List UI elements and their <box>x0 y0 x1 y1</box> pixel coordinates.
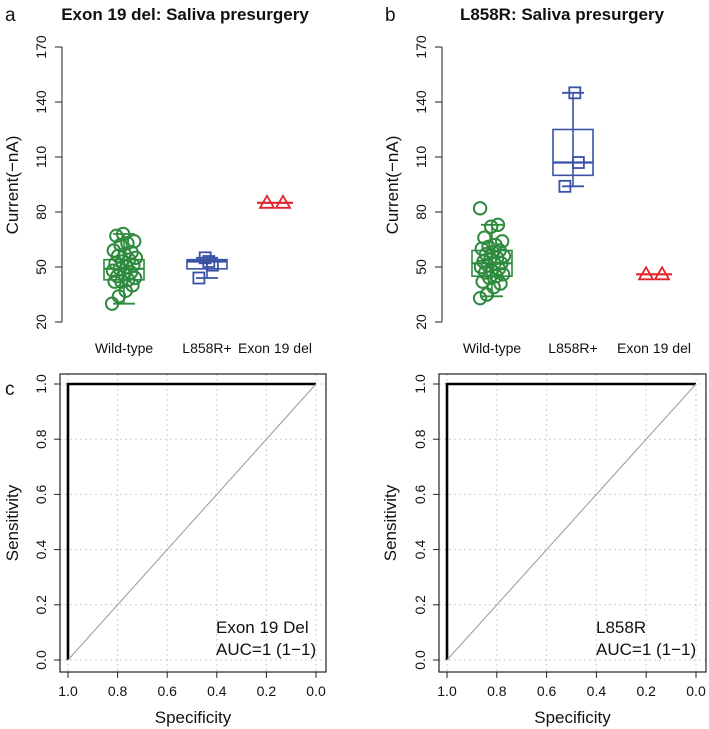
x-tick-label: 0.4 <box>587 683 607 699</box>
y-tick-label: 0.6 <box>412 484 428 504</box>
reference-diagonal <box>67 383 317 661</box>
x-category-label: L858R+ <box>182 340 231 356</box>
x-category-label: Wild-type <box>463 340 522 356</box>
x-axis-label: Specificity <box>155 708 232 727</box>
data-point <box>495 234 510 249</box>
panel-letter: c <box>5 379 15 400</box>
data-point <box>198 251 212 265</box>
x-tick-label: 0.2 <box>636 683 656 699</box>
data-point <box>568 86 582 100</box>
data-point <box>637 265 655 281</box>
y-tick-label: 0.0 <box>33 650 49 670</box>
data-point <box>202 255 216 268</box>
panel-letter: b <box>385 5 396 26</box>
x-tick-label: 0.4 <box>207 683 227 699</box>
y-tick-label: 50 <box>413 259 429 275</box>
y-tick-label: 20 <box>413 314 429 330</box>
data-point <box>481 239 496 255</box>
annotation-auc: AUC=1 (1−1) <box>216 640 316 659</box>
data-point <box>477 230 492 245</box>
y-tick-label: 0.6 <box>33 484 49 504</box>
x-category-label: Exon 19 del <box>617 340 691 356</box>
data-point <box>483 219 499 234</box>
data-point <box>475 274 490 289</box>
y-tick-label: 1.0 <box>412 374 428 394</box>
y-axis-label: Current(−nA) <box>3 136 22 235</box>
y-tick-label: 0.2 <box>412 595 428 615</box>
x-tick-label: 0.0 <box>686 683 706 699</box>
y-tick-label: 1.0 <box>33 374 49 394</box>
plot-frame <box>59 373 327 673</box>
y-tick-label: 80 <box>413 204 429 220</box>
y-tick-label: 0.8 <box>412 429 428 449</box>
data-point <box>488 237 503 253</box>
x-axis-label: Specificity <box>534 708 611 727</box>
y-tick-label: 0.2 <box>33 595 49 615</box>
data-point <box>109 228 124 244</box>
chart-title: Exon 19 del: Saliva presurgery <box>61 5 309 24</box>
data-point <box>274 194 292 209</box>
y-tick-label: 50 <box>33 259 49 275</box>
y-tick-label: 170 <box>413 35 429 59</box>
data-point <box>490 217 506 233</box>
data-point <box>120 235 135 251</box>
x-tick-label: 0.2 <box>257 683 277 699</box>
reference-diagonal <box>446 383 697 661</box>
x-tick-label: 1.0 <box>58 683 78 699</box>
x-tick-label: 0.8 <box>108 683 128 699</box>
roc-curve <box>445 382 696 660</box>
x-category-label: L858R+ <box>548 340 597 356</box>
y-tick-label: 110 <box>33 146 49 169</box>
y-tick-label: 0.8 <box>33 429 49 449</box>
data-point <box>493 276 508 291</box>
annotation-label: Exon 19 Del <box>216 618 309 637</box>
y-tick-label: 0.4 <box>412 540 428 560</box>
y-tick-label: 80 <box>33 204 49 220</box>
y-axis-label: Sensitivity <box>3 484 22 561</box>
data-point <box>115 226 131 242</box>
data-point <box>205 258 219 272</box>
x-category-label: Exon 19 del <box>238 340 312 356</box>
y-tick-label: 170 <box>33 35 49 59</box>
y-tick-label: 0.0 <box>412 650 428 670</box>
y-axis-label: Current(−nA) <box>383 136 402 235</box>
x-tick-label: 1.0 <box>437 683 457 699</box>
data-point <box>127 234 142 249</box>
x-tick-label: 0.8 <box>487 683 507 699</box>
data-point <box>558 179 572 193</box>
y-tick-label: 110 <box>413 146 429 169</box>
data-point <box>472 201 488 216</box>
y-tick-label: 140 <box>33 90 49 114</box>
box-group-1 <box>552 91 594 188</box>
data-point <box>572 156 585 169</box>
y-tick-label: 0.4 <box>33 540 49 560</box>
box-iqr <box>552 128 594 177</box>
y-axis-label: Sensitivity <box>381 484 400 561</box>
y-tick-label: 20 <box>33 314 49 330</box>
annotation-auc: AUC=1 (1−1) <box>596 640 696 659</box>
panel-letter: a <box>5 5 16 26</box>
data-point <box>192 271 206 285</box>
x-tick-label: 0.0 <box>306 683 326 699</box>
y-tick-label: 140 <box>413 90 429 114</box>
data-point <box>653 265 671 281</box>
chart-title: L858R: Saliva presurgery <box>460 5 665 24</box>
data-point <box>472 290 488 306</box>
data-point <box>258 194 276 209</box>
x-category-label: Wild-type <box>95 340 154 356</box>
data-point <box>105 263 121 278</box>
annotation-label: L858R <box>596 618 646 637</box>
x-tick-label: 0.6 <box>157 683 177 699</box>
x-tick-label: 0.6 <box>537 683 557 699</box>
roc-curve <box>66 382 316 660</box>
plot-frame <box>438 373 707 673</box>
